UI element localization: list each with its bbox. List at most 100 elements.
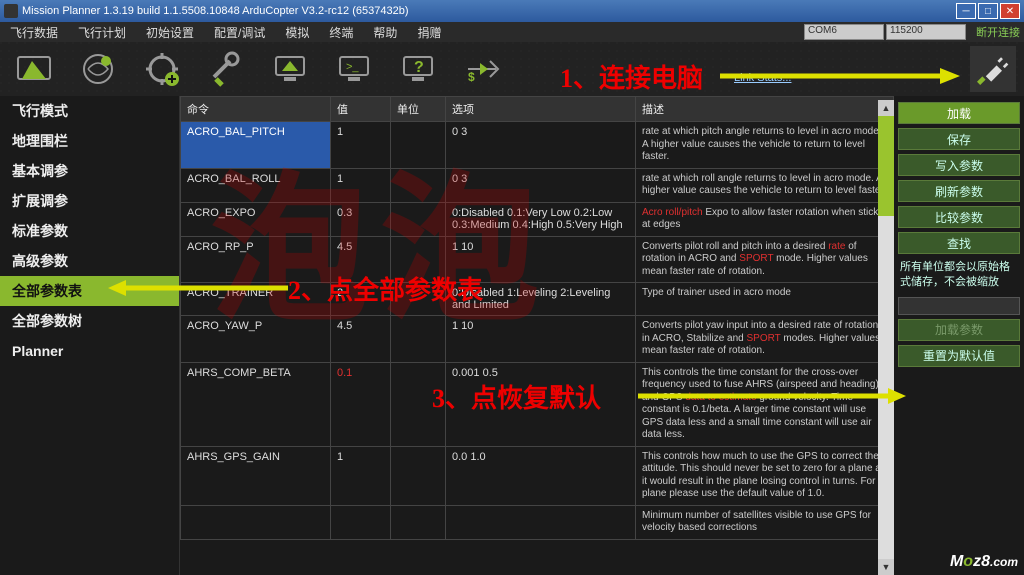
param-name: AHRS_COMP_BETA [181,362,331,446]
scroll-thumb[interactable] [878,116,894,216]
maximize-button[interactable]: □ [978,3,998,19]
table-row[interactable]: ACRO_BAL_ROLL1 0 3rate at which roll angl… [181,168,894,202]
param-options: 1 10 [446,316,636,363]
toolbar-donate-icon[interactable]: $ [454,46,510,92]
sidebar-item[interactable]: 地理围栏 [0,126,179,156]
param-desc: rate at which roll angle returns to leve… [636,168,894,202]
param-desc: Acro roll/pitch Expo to allow faster rot… [636,202,894,236]
sidebar-item[interactable]: 标准参数 [0,216,179,246]
find-button[interactable]: 查找 [898,232,1020,254]
param-value[interactable]: 1 [331,446,391,505]
param-desc: This controls the time constant for the … [636,362,894,446]
toolbar-flightplan-icon[interactable] [70,46,126,92]
nav-donate[interactable]: 捐赠 [407,22,451,42]
param-value[interactable]: 0.3 [331,202,391,236]
param-options: 0.0 1.0 [446,446,636,505]
table-row[interactable]: AHRS_COMP_BETA0.1 0.001 0.5This controls … [181,362,894,446]
param-value[interactable]: 4.5 [331,236,391,283]
scroll-down-icon[interactable]: ▼ [878,559,894,575]
nav-terminal[interactable]: 终端 [319,22,363,42]
toolbar-terminal-icon[interactable]: >_ [326,46,382,92]
sidebar-item[interactable]: 扩展调参 [0,186,179,216]
param-options: 0 3 [446,168,636,202]
sidebar-item[interactable]: 全部参数树 [0,306,179,336]
param-value[interactable]: 1 [331,122,391,169]
params-table-wrap: 命令 值 单位 选项 描述 ACRO_BAL_PITCH10 3rate at … [180,96,894,575]
save-button[interactable]: 保存 [898,128,1020,150]
col-cmd[interactable]: 命令 [181,97,331,122]
unit-note: 所有单位都会以原始格式储存，不会被缩放 [898,258,1020,293]
param-options: 0:Disabled 1:Leveling 2:Leveling and Lim… [446,283,636,316]
param-unit [391,446,446,505]
table-row[interactable]: ACRO_TRAINER20:Disabled 1:Leveling 2:Lev… [181,283,894,316]
param-value[interactable]: 0.1 [331,362,391,446]
svg-text:>_: >_ [346,61,359,73]
col-opt[interactable]: 选项 [446,97,636,122]
param-unit [391,283,446,316]
scroll-up-icon[interactable]: ▲ [878,100,894,116]
param-options: 1 10 [446,236,636,283]
param-name: AHRS_GPS_GAIN [181,446,331,505]
toolbar-config-icon[interactable] [198,46,254,92]
param-name: ACRO_BAL_ROLL [181,168,331,202]
table-row[interactable]: ACRO_YAW_P4.51 10Converts pilot yaw inpu… [181,316,894,363]
close-button[interactable]: ✕ [1000,3,1020,19]
table-row[interactable]: ACRO_EXPO0.30:Disabled 0.1:Very Low 0.2:… [181,202,894,236]
col-val[interactable]: 值 [331,97,391,122]
param-value[interactable]: 1 [331,168,391,202]
compare-params-button[interactable]: 比较参数 [898,206,1020,228]
nav-initsetup[interactable]: 初始设置 [136,22,204,42]
table-row[interactable]: ACRO_RP_P4.51 10Converts pilot roll and … [181,236,894,283]
app-icon [4,4,18,18]
write-params-button[interactable]: 写入参数 [898,154,1020,176]
table-row[interactable]: ACRO_BAL_PITCH10 3rate at which pitch an… [181,122,894,169]
toolbar-sim-icon[interactable] [262,46,318,92]
param-desc: Converts pilot yaw input into a desired … [636,316,894,363]
main-panel: 命令 值 单位 选项 描述 ACRO_BAL_PITCH10 3rate at … [180,96,1024,575]
load-preset-button[interactable]: 加载参数 [898,319,1020,341]
nav-flightdata[interactable]: 飞行数据 [0,22,68,42]
param-name: ACRO_RP_P [181,236,331,283]
table-row[interactable]: Minimum number of satellites visible to … [181,505,894,539]
param-unit [391,236,446,283]
baud-select[interactable]: 115200 [886,24,966,40]
refresh-params-button[interactable]: 刷新参数 [898,180,1020,202]
toolbar-flightdata-icon[interactable] [6,46,62,92]
minimize-button[interactable]: ─ [956,3,976,19]
com-port-select[interactable]: COM6 [804,24,884,40]
param-name: ACRO_EXPO [181,202,331,236]
table-row[interactable]: AHRS_GPS_GAIN10.0 1.0This controls how m… [181,446,894,505]
nav-sim[interactable]: 模拟 [275,22,319,42]
col-unit[interactable]: 单位 [391,97,446,122]
col-desc[interactable]: 描述 [636,97,894,122]
param-value[interactable]: 2 [331,283,391,316]
nav-config[interactable]: 配置/调试 [204,22,275,42]
body: 飞行模式地理围栏基本调参扩展调参标准参数高级参数全部参数表全部参数树Planne… [0,96,1024,575]
param-options: 0.001 0.5 [446,362,636,446]
toolbar-setup-icon[interactable] [134,46,190,92]
sidebar-item[interactable]: 全部参数表 [0,276,179,306]
load-button[interactable]: 加载 [898,102,1020,124]
sidebar-item[interactable]: 基本调参 [0,156,179,186]
link-stats[interactable]: Link Stats... [734,72,791,84]
svg-text:?: ? [414,59,424,76]
toolbar-help-icon[interactable]: ? [390,46,446,92]
window-titlebar: Mission Planner 1.3.19 build 1.1.5508.10… [0,0,1024,22]
param-unit [391,168,446,202]
param-options: 0 3 [446,122,636,169]
table-scrollbar[interactable]: ▲ ▼ [878,116,894,575]
right-panel: 加载 保存 写入参数 刷新参数 比较参数 查找 所有单位都会以原始格式储存，不会… [894,96,1024,575]
param-value[interactable] [331,505,391,539]
sidebar-item[interactable]: Planner [0,336,179,366]
sidebar-item[interactable]: 高级参数 [0,246,179,276]
top-nav: 飞行数据 飞行计划 初始设置 配置/调试 模拟 终端 帮助 捐赠 COM6 11… [0,22,1024,42]
sidebar-item[interactable]: 飞行模式 [0,96,179,126]
moz8-logo: Moz8.com [950,553,1018,571]
reset-default-button[interactable]: 重置为默认值 [898,345,1020,367]
param-value[interactable]: 4.5 [331,316,391,363]
nav-flightplan[interactable]: 飞行计划 [68,22,136,42]
param-name: ACRO_BAL_PITCH [181,122,331,169]
preset-select[interactable] [898,297,1020,315]
connect-plug-icon[interactable] [970,46,1016,92]
nav-help[interactable]: 帮助 [363,22,407,42]
